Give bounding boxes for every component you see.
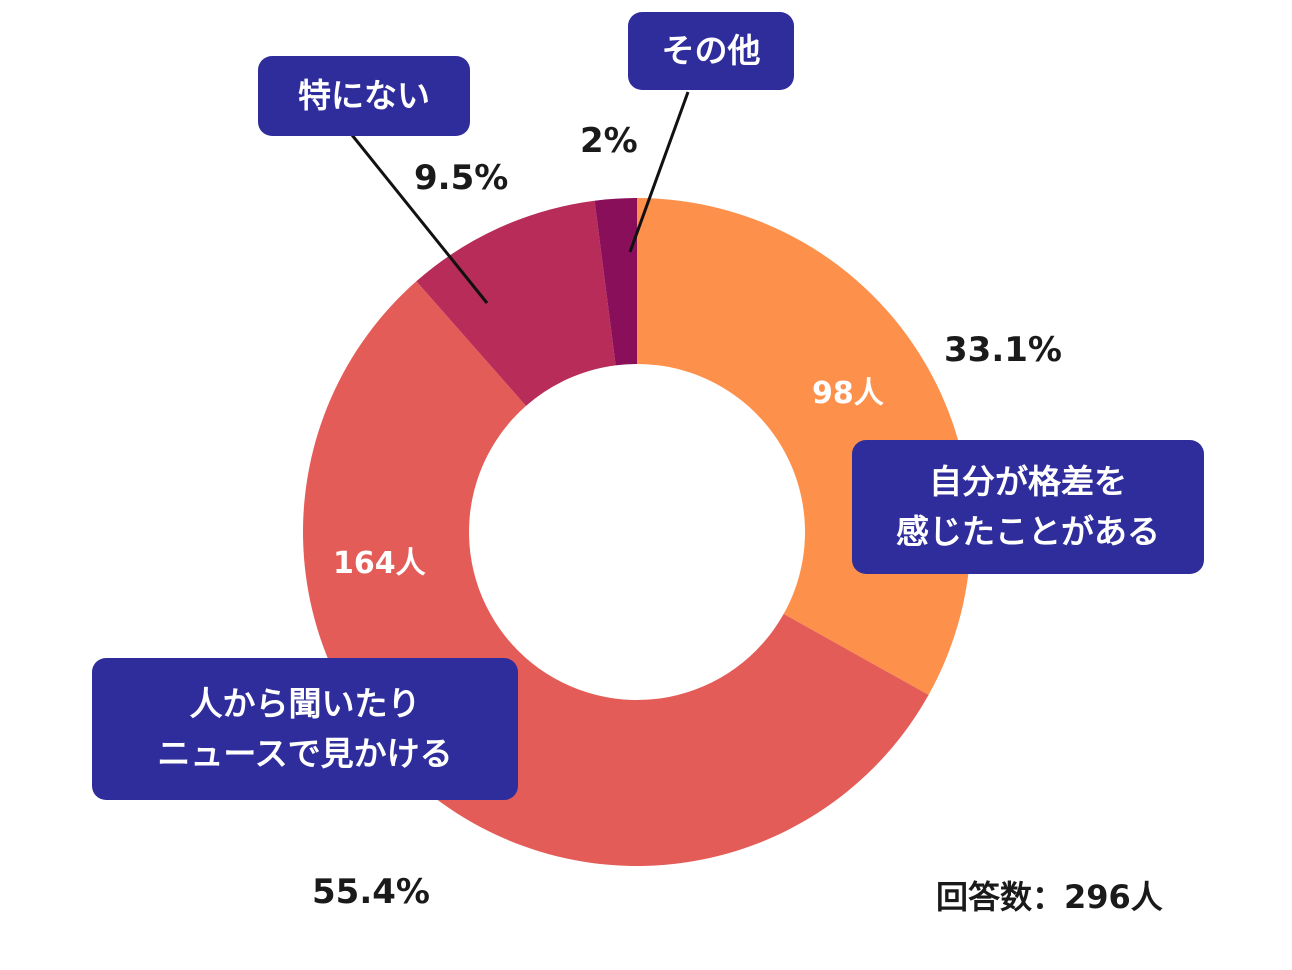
slice-percent-label: 55.4% xyxy=(312,872,430,912)
slice-category-line2: ニュースで見かける xyxy=(157,734,453,773)
slice-percent-label: 33.1% xyxy=(944,330,1062,370)
slice-category-line2: 感じたことがある xyxy=(896,512,1160,551)
slice-category-line1: 人から聞いたり xyxy=(189,684,421,723)
leader-line-none xyxy=(350,134,489,304)
slice-percent-label: 9.5% xyxy=(414,158,509,198)
slice-percent-label: 2% xyxy=(580,121,638,161)
slice-category-label: 自分が格差を 感じたことがある xyxy=(852,440,1204,574)
respondent-total: 回答数：296人 xyxy=(936,878,1163,916)
slice-category-line1: 特にない xyxy=(298,76,430,115)
leader-line-other xyxy=(628,91,690,253)
slice-category-label: 人から聞いたり ニュースで見かける xyxy=(92,658,518,800)
slice-count-label: 98人 xyxy=(812,376,884,411)
slice-category-label: その他 xyxy=(628,12,794,90)
slice-category-line1: 自分が格差を xyxy=(929,462,1127,501)
slice-category-label: 特にない xyxy=(258,56,470,136)
donut-slice-3 xyxy=(594,198,637,366)
slice-count-label: 164人 xyxy=(333,546,426,581)
slice-category-line1: その他 xyxy=(661,31,761,70)
donut-slice-2 xyxy=(416,200,616,406)
